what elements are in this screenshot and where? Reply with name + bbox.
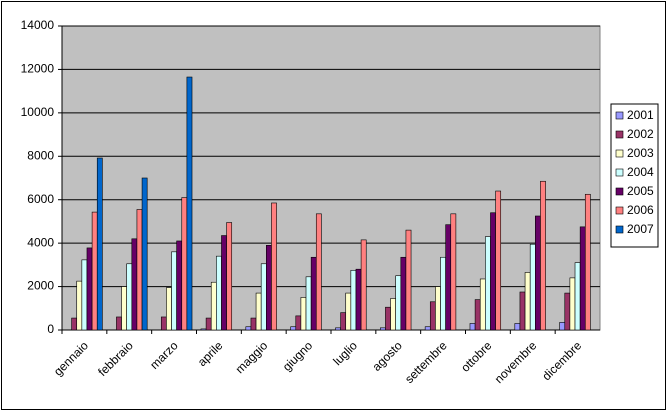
bar [176,240,183,331]
bar [260,263,267,331]
plot-area [61,25,601,331]
bar [569,277,576,331]
bar [479,278,486,331]
bar [429,301,436,331]
bar [86,247,93,331]
bar [290,326,297,331]
bar [71,317,78,331]
legend-swatch [615,187,624,196]
legend-label: 2002 [627,127,654,141]
y-tick-label: 4000 [27,235,54,249]
bar [136,209,143,331]
bar [350,269,357,331]
bar [81,259,88,331]
bar [300,297,307,331]
bar [255,292,262,331]
bar [160,316,167,331]
bar [445,224,452,331]
bar [485,236,491,331]
bar [295,315,302,331]
bar [171,251,177,331]
y-tick-label: 12000 [21,62,55,76]
bar [559,322,566,331]
bar [574,262,581,331]
bar [305,276,312,331]
bar [315,213,322,331]
legend-swatch [615,111,624,120]
bar [524,272,531,331]
bar [200,328,207,331]
bar [76,280,83,331]
bar [469,323,476,331]
bar [181,197,188,331]
bar [529,243,536,331]
bar [519,291,526,331]
bar [345,292,352,331]
bar [91,211,98,331]
bar [126,263,133,331]
legend-label: 2004 [627,165,654,179]
legend-label: 2005 [627,184,654,198]
bar [400,256,407,331]
bar [474,299,481,331]
legend-label: 2001 [627,108,654,122]
bar [266,245,272,331]
bar [405,229,412,331]
bar [490,212,496,331]
bar [340,312,347,331]
bar [116,316,122,331]
bar [226,222,233,331]
bar [450,213,457,331]
legend-swatch [615,149,624,158]
bar [271,202,277,331]
legend-swatch [615,168,624,177]
bar [535,215,541,331]
bar [335,327,341,331]
bar [186,76,193,331]
bar [360,239,367,331]
bar [390,298,396,331]
legend-swatch [615,225,624,234]
bar [250,317,257,331]
legend-swatch [615,206,624,215]
bar [435,286,441,331]
bar [245,326,252,331]
bar [440,256,446,331]
bar [424,326,431,331]
bar [310,256,317,331]
bar [210,281,217,331]
bar [131,238,138,331]
bar [96,157,103,331]
bar [121,286,127,331]
y-tick-label: 2000 [27,279,54,293]
y-tick-label: 10000 [21,105,55,119]
bar [205,317,212,331]
legend-label: 2007 [627,222,654,236]
bar [584,193,591,331]
bar [216,255,222,331]
bar [579,226,586,331]
bar [395,275,402,331]
y-tick-label: 6000 [27,192,54,206]
legend-label: 2003 [627,146,654,160]
bar [514,323,521,331]
legend-swatch [615,130,624,139]
bar [385,306,391,331]
y-tick-label: 14000 [21,18,55,32]
y-tick-label: 8000 [27,148,54,162]
bar [141,177,148,331]
bar [166,287,172,331]
bar [540,180,546,331]
bar [380,327,386,331]
y-tick-label: 0 [47,322,54,336]
bar [221,235,227,331]
bar [564,292,571,331]
legend-label: 2006 [627,203,654,217]
bar [495,190,502,331]
bar [355,268,362,331]
